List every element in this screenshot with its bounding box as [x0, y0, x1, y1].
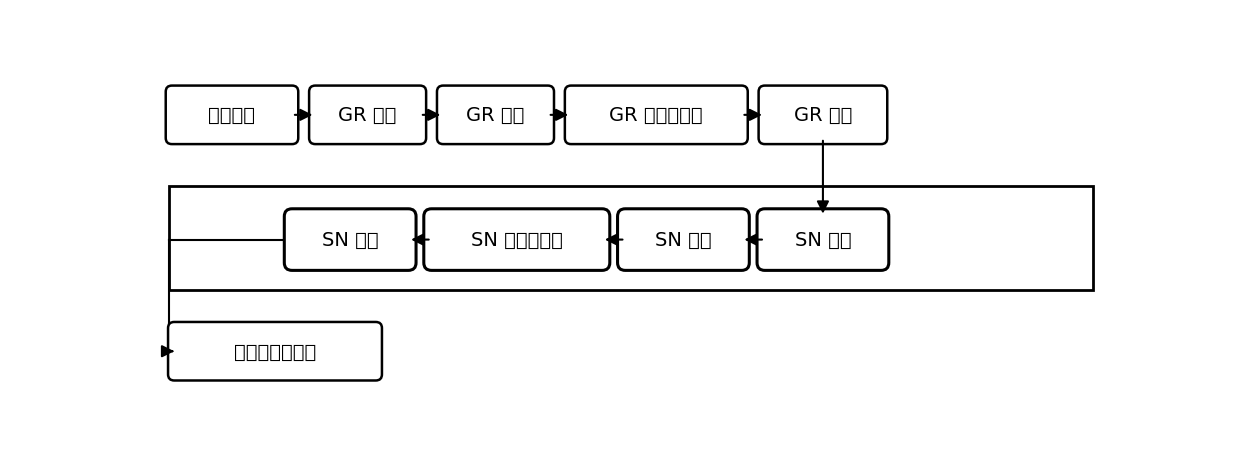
- FancyBboxPatch shape: [757, 209, 888, 271]
- FancyBboxPatch shape: [758, 87, 887, 145]
- FancyBboxPatch shape: [309, 87, 426, 145]
- FancyBboxPatch shape: [169, 322, 382, 381]
- Text: 正常股特基流程: 正常股特基流程: [234, 342, 316, 361]
- Text: SN 光刻: SN 光刻: [794, 230, 851, 249]
- Text: SN 腐蚀: SN 腐蚀: [655, 230, 711, 249]
- FancyBboxPatch shape: [166, 87, 299, 145]
- Text: GR 光刻: GR 光刻: [338, 106, 396, 125]
- FancyBboxPatch shape: [565, 87, 748, 145]
- Text: GR 腐蚀: GR 腐蚀: [466, 106, 524, 125]
- FancyBboxPatch shape: [437, 87, 554, 145]
- Text: SN 退火: SN 退火: [322, 230, 378, 249]
- FancyBboxPatch shape: [617, 209, 750, 271]
- Text: 一次氧化: 一次氧化: [208, 106, 255, 125]
- FancyBboxPatch shape: [284, 209, 416, 271]
- Text: GR 硷离子注入: GR 硷离子注入: [610, 106, 703, 125]
- FancyBboxPatch shape: [424, 209, 610, 271]
- Text: SN 磷离子注入: SN 磷离子注入: [471, 230, 563, 249]
- Text: GR 推进: GR 推进: [794, 106, 852, 125]
- Bar: [169, 186, 1093, 291]
